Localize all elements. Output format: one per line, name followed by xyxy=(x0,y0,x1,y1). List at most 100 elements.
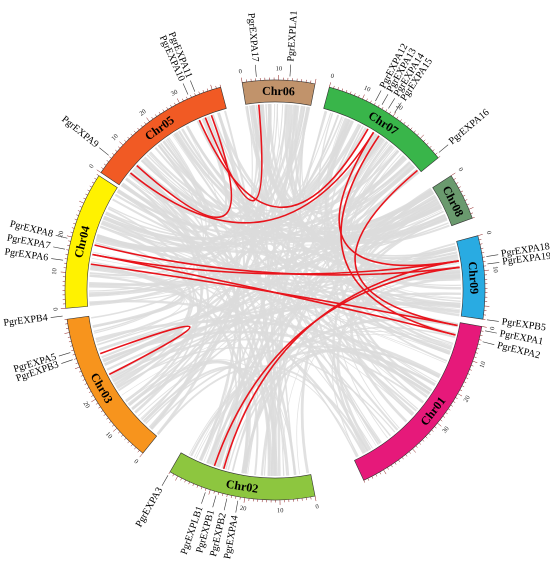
tick-label: 10 xyxy=(51,268,59,275)
tick-mark xyxy=(459,389,463,392)
gene-label: PgrEXPA17 xyxy=(245,12,260,62)
gene-leader-line xyxy=(182,83,189,95)
gene-leader-line xyxy=(51,258,64,261)
tick-mark xyxy=(464,199,468,201)
chromosome-label: Chr06 xyxy=(262,84,295,99)
tick-mark xyxy=(186,96,188,100)
tick-mark xyxy=(478,239,482,241)
tick-mark xyxy=(465,377,469,379)
chromosome-chr02: Chr02 xyxy=(169,452,316,501)
synteny-link xyxy=(146,149,399,222)
synteny-link xyxy=(166,137,241,469)
duplication-link xyxy=(136,114,233,219)
tick-mark xyxy=(478,339,482,341)
tick-mark xyxy=(472,217,475,219)
tick-mark xyxy=(434,426,437,429)
tick-mark xyxy=(184,479,186,483)
tick-mark xyxy=(230,495,232,498)
tick-mark xyxy=(457,393,463,397)
tick-label: 20 xyxy=(239,505,246,513)
chromosome-ideograms: Chr01Chr02Chr03Chr04Chr05Chr06Chr07Chr08… xyxy=(64,79,486,501)
gene-leader-line xyxy=(289,64,292,77)
gene-label: PgrEXPA3 xyxy=(134,486,166,530)
tick-mark xyxy=(79,200,84,204)
tick-mark xyxy=(190,94,192,98)
tick-label: 0 xyxy=(132,458,139,465)
tick-label: 20 xyxy=(82,400,91,409)
tick-mark xyxy=(109,421,112,424)
tick-mark xyxy=(389,111,391,115)
synteny-link xyxy=(116,347,396,433)
tick-mark xyxy=(158,111,161,115)
tick-label: 10 xyxy=(479,361,488,369)
tick-label: 20 xyxy=(395,102,404,111)
tick-mark xyxy=(91,395,94,397)
tick-mark xyxy=(431,429,434,432)
tick-mark xyxy=(182,98,184,102)
tick-mark xyxy=(371,476,374,479)
tick-mark xyxy=(106,417,109,420)
tick-mark xyxy=(329,82,331,88)
duplication-link xyxy=(129,131,375,224)
tick-mark xyxy=(80,375,84,377)
tick-label: 10 xyxy=(363,85,372,94)
tick-mark xyxy=(477,234,483,236)
tick-mark xyxy=(64,332,70,334)
tick-mark xyxy=(394,462,397,465)
tick-mark xyxy=(470,212,474,214)
tick-mark xyxy=(188,481,190,485)
tick-mark xyxy=(442,415,446,418)
synteny-link xyxy=(336,150,400,429)
tick-mark xyxy=(213,491,215,494)
tick-mark xyxy=(481,326,487,328)
synteny-link xyxy=(121,307,460,396)
tick-mark xyxy=(175,476,178,481)
tick-label: 0 xyxy=(88,163,96,170)
tick-mark xyxy=(94,177,97,180)
tick-mark xyxy=(405,454,408,457)
tick-mark xyxy=(422,439,425,442)
synteny-link xyxy=(108,188,432,246)
tick-mark xyxy=(337,87,339,90)
tick-mark xyxy=(205,488,207,491)
tick-mark xyxy=(84,383,88,385)
synteny-link xyxy=(98,248,457,350)
tick-mark xyxy=(410,127,413,130)
tick-mark xyxy=(91,181,95,184)
gene-leader-line xyxy=(235,500,239,513)
tick-mark xyxy=(400,119,402,122)
gene-leader-line xyxy=(53,246,65,250)
expansin-segmental-duplication-links xyxy=(90,104,460,470)
synteny-link xyxy=(93,174,195,334)
tick-mark xyxy=(426,142,429,145)
tick-mark xyxy=(222,493,224,496)
synteny-link xyxy=(89,300,431,395)
tick-mark xyxy=(460,190,464,193)
gene-label: PgrEXPA9 xyxy=(59,114,100,150)
tick-mark xyxy=(134,447,137,450)
tick-mark xyxy=(137,127,140,131)
tick-mark xyxy=(67,244,70,247)
gene-leader-line xyxy=(394,102,402,113)
tick-mark xyxy=(438,156,441,159)
tick-mark xyxy=(74,358,77,360)
tick-label: 10 xyxy=(104,431,114,441)
tick-mark xyxy=(366,98,368,102)
tick-mark xyxy=(109,156,112,159)
tick-mark xyxy=(121,434,124,437)
synteny-link xyxy=(99,225,192,382)
synteny-link xyxy=(300,190,434,474)
tick-mark xyxy=(455,397,458,399)
tick-mark xyxy=(375,474,378,477)
synteny-link xyxy=(126,134,378,226)
tick-mark xyxy=(68,341,72,343)
tick-mark xyxy=(168,471,171,475)
tick-mark xyxy=(226,494,228,498)
tick-mark xyxy=(383,469,387,475)
tick-mark xyxy=(452,401,456,403)
tick-label: 10 xyxy=(491,266,499,273)
gene-leader-line xyxy=(58,352,71,357)
tick-mark xyxy=(243,497,245,503)
tick-mark xyxy=(370,100,372,104)
